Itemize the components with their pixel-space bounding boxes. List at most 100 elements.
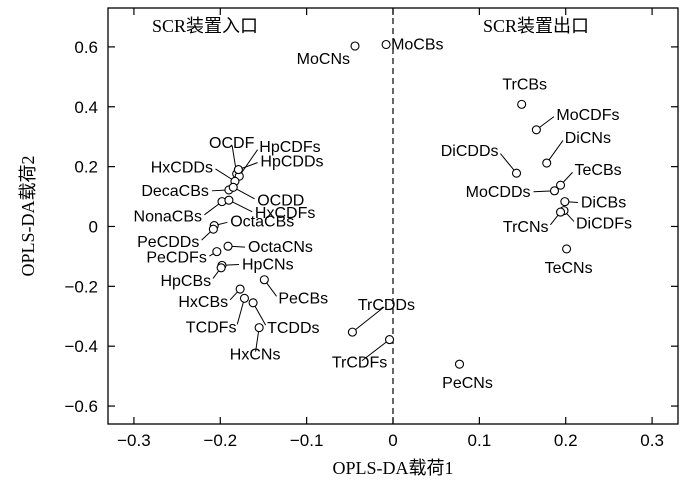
y-tick-label: 0 — [89, 217, 98, 236]
y-tick-label: 0.6 — [74, 38, 98, 57]
point-label-mocbs: MoCBs — [391, 37, 443, 54]
point-label-hxcdfs: HxCDFs — [255, 205, 315, 222]
point-label-trcdfs: TrCDFs — [332, 355, 387, 372]
x-tick-label: 0 — [388, 431, 397, 450]
point-label-dicdds: DiCDDs — [441, 143, 499, 160]
point-dicbs — [560, 197, 570, 207]
leader-line-hpcdfs — [241, 149, 258, 174]
region-label-left: SCR装置入口 — [152, 16, 258, 36]
x-tick-label: 0.2 — [554, 431, 578, 450]
leader-line-tcdfs — [236, 302, 244, 325]
leader-line-hxcns — [255, 331, 260, 352]
point-label-hpcdfs: HpCDFs — [259, 139, 320, 156]
point-label-ocdd: OCDD — [257, 192, 304, 209]
leader-line-hxcdds — [215, 168, 232, 180]
point-label-trcns: TrCNs — [503, 219, 549, 236]
x-tick-label: −0.3 — [117, 431, 151, 450]
point-label-pecdfs: PeCDFs — [146, 250, 206, 267]
y-tick-label: −0.2 — [64, 277, 98, 296]
point-label-hxcns: HxCNs — [230, 347, 281, 364]
leader-line-hpcdds — [241, 162, 258, 169]
point-label-pecns: PeCNs — [442, 375, 493, 392]
leader-line-dicdfs — [566, 213, 575, 222]
point-pecbs — [259, 275, 269, 285]
point-hxcdfs — [224, 195, 234, 205]
leader-line-ocdd — [236, 188, 255, 200]
point-pecdfs — [212, 247, 222, 257]
leader-line-hpcns — [225, 264, 240, 266]
point-label-octacns: OctaCNs — [248, 239, 313, 256]
point-ocdd — [228, 182, 238, 192]
y-tick-label: 0.2 — [74, 158, 98, 177]
leader-line-pecbs — [266, 282, 277, 297]
leader-line-hpcbs — [212, 270, 220, 279]
leader-line-pecdfs — [209, 253, 214, 257]
leader-line-trcdds — [355, 306, 385, 331]
point-hpcdds — [233, 165, 243, 175]
point-tcdds — [248, 298, 258, 308]
y-tick-label: −0.6 — [64, 397, 98, 416]
data-points: MoCBs MoCNs TrCBs MoCDFs DiCNs DiCDDs TeCBs MoC… — [134, 37, 632, 393]
point-label-hpcbs: HpCBs — [160, 273, 211, 290]
point-label-tcdfs: TCDFs — [186, 319, 237, 336]
leader-line-octacbs — [217, 221, 228, 226]
point-label-mocdfs: MoCDFs — [556, 107, 619, 124]
x-tick-label: −0.1 — [290, 431, 324, 450]
point-trcdds — [347, 327, 357, 337]
leader-line-trcns — [550, 214, 559, 226]
point-label-pecdds: PeCDDs — [137, 234, 199, 251]
point-label-octacbs: OctaCBs — [230, 214, 294, 231]
leader-line-ocdf — [231, 145, 237, 170]
point-dicdds — [511, 168, 522, 178]
leader-line-dicns — [548, 140, 564, 161]
x-tick-label: −0.2 — [203, 431, 237, 450]
leader-line-pecdds — [201, 231, 211, 241]
point-tecns — [562, 244, 572, 254]
point-label-tecns: TeCNs — [545, 260, 593, 277]
leader-line-trcdfs — [361, 341, 387, 362]
leader-line-dicdds — [500, 153, 515, 171]
leader-line-hxcdfs — [232, 201, 253, 213]
point-label-hpcns: HpCNs — [242, 256, 294, 273]
point-dicns — [542, 158, 552, 168]
leader-line-decacbs — [211, 189, 225, 192]
point-label-hxcdds: HxCDDs — [151, 159, 213, 176]
point-trcbs — [517, 99, 527, 109]
point-label-ocdf: OCDF — [209, 135, 255, 152]
point-label-mocns: MoCNs — [297, 51, 350, 68]
y-tick-label: −0.4 — [64, 337, 98, 356]
y-tick-label: 0.4 — [74, 98, 98, 117]
y-axis-title: OPLS-DA载荷2 — [18, 155, 38, 276]
leader-line-tcdds — [254, 306, 267, 326]
leader-line-nonacbs — [204, 203, 220, 216]
point-hpcbs — [216, 263, 226, 273]
x-tick-label: 0.3 — [640, 431, 664, 450]
x-axis-title: OPLS-DA载荷1 — [332, 458, 453, 478]
leader-line-hxcbs — [229, 291, 238, 301]
point-label-trcdds: TrCDDs — [358, 297, 415, 314]
point-label-hpcdds: HpCDDs — [260, 154, 323, 171]
point-label-mocdds: MoCDDs — [466, 184, 531, 201]
point-trcdfs — [384, 335, 395, 345]
point-trcns — [555, 207, 566, 217]
region-label-right: SCR装置出口 — [483, 16, 589, 36]
point-label-decacbs: DecaCBs — [141, 183, 209, 200]
point-tecbs — [555, 180, 566, 190]
point-label-dicbs: DiCBs — [581, 195, 626, 212]
point-label-tecbs: TeCBs — [575, 162, 622, 179]
y-axis: 0.6 0.4 0.2 0 −0.2 −0.4 −0.6 — [64, 38, 678, 416]
point-label-trcbs: TrCBs — [502, 76, 547, 93]
point-mocdfs — [531, 125, 541, 135]
point-label-hxcbs: HxCBs — [178, 294, 228, 311]
point-pecdds — [208, 224, 218, 234]
point-mocns — [350, 41, 360, 51]
point-label-pecbs: PeCBs — [278, 291, 328, 308]
leader-line-mocdfs — [539, 116, 555, 128]
point-pecns — [454, 359, 465, 369]
point-mocbs — [381, 39, 391, 50]
point-label-nonacbs: NonaCBs — [134, 209, 202, 226]
x-tick-label: 0.1 — [468, 431, 492, 450]
point-mocdds — [549, 186, 560, 196]
point-hxcns — [254, 323, 264, 333]
